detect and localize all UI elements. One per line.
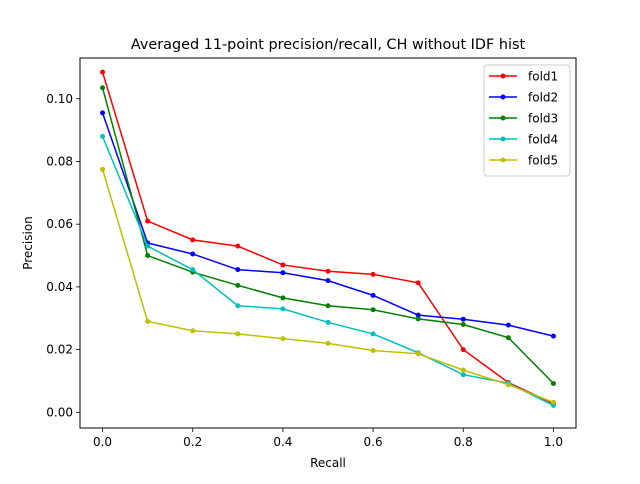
data-point-fold5 — [235, 331, 241, 337]
data-point-fold3 — [415, 316, 421, 322]
x-tick-label: 0.8 — [454, 435, 473, 449]
data-point-fold5 — [100, 166, 106, 172]
data-point-fold3 — [280, 295, 286, 301]
y-tick-label: 0.10 — [46, 92, 73, 106]
data-point-fold3 — [235, 282, 241, 288]
legend-label-fold1: fold1 — [528, 70, 558, 84]
legend-item-fold4: fold4 — [489, 133, 558, 147]
series-fold5 — [100, 166, 556, 405]
data-point-fold4 — [280, 306, 286, 312]
series-fold1 — [100, 69, 556, 407]
y-axis: 0.00 0.02 0.04 0.06 0.08 0.10 — [46, 92, 80, 419]
data-point-fold1 — [325, 268, 331, 274]
data-point-fold5 — [550, 399, 556, 405]
data-point-fold3 — [550, 380, 556, 386]
data-point-fold2 — [460, 316, 466, 322]
chart-title: Averaged 11-point precision/recall, CH w… — [131, 37, 526, 53]
x-axis-label: Recall — [310, 456, 346, 470]
data-point-fold5 — [415, 351, 421, 357]
data-point-fold2 — [235, 267, 241, 273]
y-tick-label: 0.04 — [46, 280, 73, 294]
x-tick-label: 0.4 — [273, 435, 292, 449]
y-tick-label: 0.02 — [46, 343, 73, 357]
data-point-fold1 — [235, 243, 241, 249]
legend-label-fold4: fold4 — [528, 133, 558, 147]
data-point-fold3 — [145, 253, 151, 259]
data-point-fold2 — [550, 333, 556, 339]
legend-label-fold3: fold3 — [528, 112, 558, 126]
data-point-fold5 — [190, 328, 196, 334]
data-point-fold2 — [190, 251, 196, 257]
data-point-fold1 — [370, 271, 376, 277]
data-point-fold5 — [325, 340, 331, 346]
data-point-fold4 — [325, 319, 331, 325]
data-point-fold4 — [370, 331, 376, 337]
x-tick-label: 0.0 — [93, 435, 112, 449]
y-tick-label: 0.00 — [46, 405, 73, 419]
data-point-fold1 — [415, 280, 421, 286]
data-point-fold5 — [505, 382, 511, 388]
plot-frame — [79, 57, 577, 429]
legend-item-fold5: fold5 — [489, 154, 558, 168]
data-point-fold5 — [280, 336, 286, 342]
legend-marker-fold5 — [500, 157, 506, 163]
data-point-fold3 — [505, 335, 511, 341]
legend-marker-fold1 — [500, 73, 506, 79]
data-point-fold5 — [460, 367, 466, 373]
data-point-fold5 — [370, 348, 376, 354]
data-point-fold1 — [190, 237, 196, 243]
series-layer — [100, 69, 556, 408]
data-point-fold5 — [145, 318, 151, 324]
y-tick-label: 0.06 — [46, 217, 73, 231]
legend-marker-fold3 — [500, 115, 506, 121]
series-fold2 — [100, 110, 556, 339]
data-point-fold3 — [460, 322, 466, 328]
x-tick-label: 1.0 — [544, 435, 563, 449]
data-point-fold2 — [505, 322, 511, 328]
y-axis-label: Precision — [21, 216, 35, 270]
legend-label-fold2: fold2 — [528, 91, 558, 105]
data-point-fold2 — [325, 278, 331, 284]
legend-label-fold5: fold5 — [528, 154, 558, 168]
data-point-fold1 — [100, 69, 106, 75]
data-point-fold3 — [370, 307, 376, 313]
legend-item-fold2: fold2 — [489, 91, 558, 105]
legend-item-fold3: fold3 — [489, 112, 558, 126]
data-point-fold3 — [325, 303, 331, 309]
y-tick-label: 0.08 — [46, 154, 73, 168]
series-fold4 — [100, 133, 556, 408]
data-point-fold2 — [100, 110, 106, 116]
legend-marker-fold4 — [500, 136, 506, 142]
data-point-fold4 — [235, 303, 241, 309]
legend-marker-fold2 — [500, 94, 506, 100]
data-point-fold2 — [415, 312, 421, 318]
legend: fold1 fold2 fold3 fold4 fold5 — [483, 64, 571, 177]
data-point-fold1 — [460, 347, 466, 353]
x-tick-label: 0.2 — [183, 435, 202, 449]
legend-item-fold1: fold1 — [489, 70, 558, 84]
data-point-fold2 — [280, 270, 286, 276]
x-axis: 0.0 0.2 0.4 0.6 0.8 1.0 — [93, 428, 563, 449]
data-point-fold4 — [100, 133, 106, 139]
data-point-fold4 — [145, 243, 151, 249]
data-point-fold1 — [280, 262, 286, 268]
data-point-fold2 — [370, 292, 376, 298]
data-point-fold4 — [190, 267, 196, 273]
data-point-fold1 — [145, 218, 151, 224]
legend-box — [483, 64, 571, 177]
x-tick-label: 0.6 — [364, 435, 383, 449]
data-point-fold3 — [100, 85, 106, 91]
data-point-fold4 — [460, 372, 466, 378]
